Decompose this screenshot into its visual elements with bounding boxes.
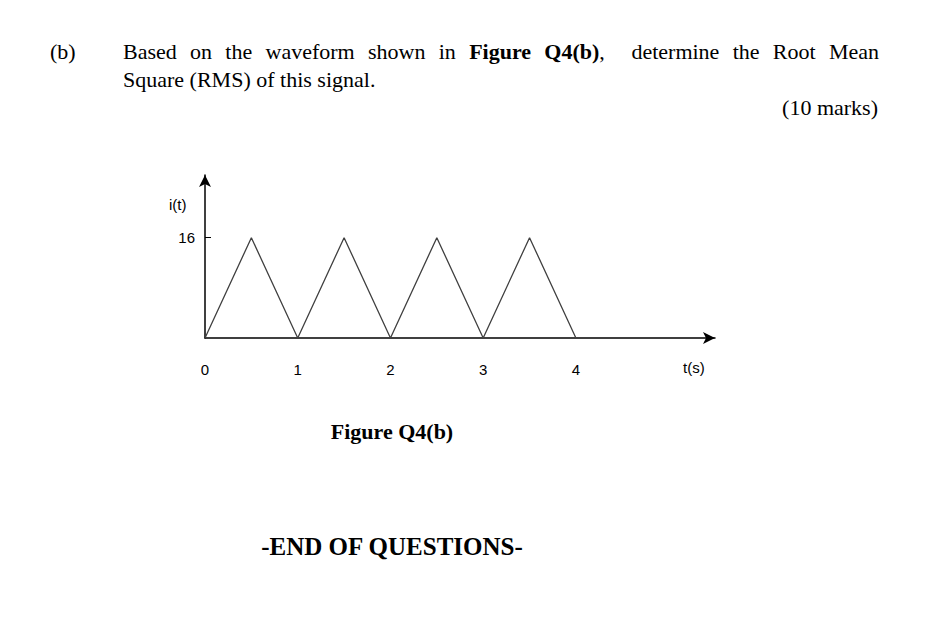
svg-text:3: 3 bbox=[479, 361, 487, 378]
html-text:Based on the waveform shown in: Based on the waveform shown in Figure Q4… bbox=[123, 39, 879, 64]
html-text:Square (RMS) of this signal.: Square (RMS) of this signal. bbox=[123, 67, 376, 92]
html-text:-END OF QUESTIONS-: -END OF QUESTIONS- bbox=[261, 533, 523, 560]
svg-text:t(s): t(s) bbox=[683, 359, 705, 376]
svg-text:16: 16 bbox=[178, 229, 195, 246]
svg-text:2: 2 bbox=[386, 361, 394, 378]
svg-text:1: 1 bbox=[294, 361, 302, 378]
svg-text:0: 0 bbox=[201, 361, 209, 378]
html-text:Figure Q4(b): Figure Q4(b) bbox=[330, 419, 454, 444]
svg-text:4: 4 bbox=[572, 361, 580, 378]
svg-text:i(t): i(t) bbox=[169, 196, 187, 213]
html-text:(b): (b) bbox=[50, 39, 76, 64]
html-text:(10 marks): (10 marks) bbox=[782, 95, 878, 120]
